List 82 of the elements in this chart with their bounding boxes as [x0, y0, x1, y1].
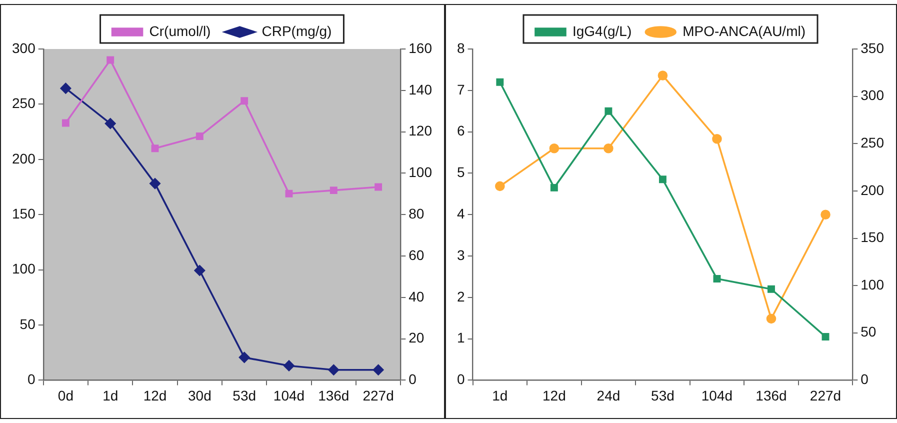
y-tick-label: 0 [28, 371, 36, 388]
y2-tick-label: 40 [408, 288, 424, 304]
y2-tick-label: 20 [408, 330, 424, 346]
x-tick-label: 12d [143, 387, 167, 404]
y2-tick-label: 0 [408, 371, 417, 388]
point [194, 265, 206, 276]
point [658, 176, 666, 184]
point [240, 97, 248, 105]
x-tick-label: 104d [273, 387, 305, 404]
point [196, 132, 204, 140]
x-tick-label: 1d [102, 387, 118, 404]
y-tick-label: 200 [12, 150, 36, 166]
x-tick-label: 227d [362, 387, 394, 404]
x-tick-label: 53d [232, 387, 256, 404]
y-tick-label: 100 [12, 260, 36, 277]
x-tick-label: 136d [756, 387, 787, 404]
y2-tick-label: 160 [408, 40, 432, 56]
point [496, 78, 504, 86]
point [285, 190, 293, 198]
point [712, 134, 722, 144]
y2-tick-label: 100 [860, 276, 884, 292]
y-tick-label: 50 [20, 316, 36, 332]
y2-tick-label: 250 [860, 134, 884, 150]
x-tick-label: 136d [318, 387, 350, 404]
point [604, 107, 612, 115]
x-tick-label: 12d [542, 387, 566, 404]
y2-tick-label: 60 [408, 246, 424, 263]
y2-tick-label: 350 [860, 40, 884, 56]
point [820, 210, 830, 220]
x-tick-label: 53d [651, 387, 674, 404]
point [328, 364, 340, 376]
point [766, 314, 776, 324]
point [330, 186, 338, 194]
point [284, 360, 294, 372]
x-tick-label: 30d [188, 387, 212, 404]
x-tick-label: 227d [810, 387, 842, 404]
y2-tick-label: 50 [860, 324, 876, 340]
point [151, 144, 159, 152]
point [150, 178, 160, 189]
y2-tick-label: 100 [408, 164, 432, 180]
legend-label: MPO-ANCA(AU/ml) [682, 22, 806, 39]
point [62, 119, 70, 127]
legend-label: CRP(mg/g) [262, 22, 332, 39]
point [550, 184, 558, 192]
point [658, 70, 668, 80]
point [768, 285, 775, 293]
y-tick-label: 250 [12, 95, 36, 112]
point [822, 333, 830, 340]
y2-tick-label: 200 [860, 182, 884, 198]
point [106, 56, 114, 64]
y-tick-label: 3 [456, 246, 465, 263]
x-tick-label: 0d [58, 387, 74, 404]
y-tick-label: 5 [456, 164, 465, 180]
x-tick-label: 1d [492, 387, 508, 404]
point [549, 143, 560, 154]
point [713, 275, 721, 282]
y2-tick-label: 80 [408, 205, 424, 222]
y2-tick-label: 140 [408, 81, 432, 98]
y-tick-label: 4 [456, 205, 465, 222]
y-tick-label: 0 [456, 371, 465, 388]
legend-label: Cr(umol/l) [149, 22, 211, 39]
y-tick-label: 1 [456, 330, 465, 346]
legend-label: IgG4(g/L) [572, 22, 632, 39]
y-tick-label: 8 [456, 40, 465, 56]
point [372, 364, 384, 376]
y-tick-label: 300 [12, 40, 36, 56]
y2-tick-label: 120 [408, 122, 432, 139]
y-tick-label: 150 [12, 205, 36, 222]
point [374, 183, 382, 191]
point [238, 352, 250, 363]
point [60, 82, 72, 94]
x-tick-label: 104d [701, 387, 733, 404]
y-tick-label: 7 [456, 81, 465, 98]
point [104, 118, 116, 129]
y2-tick-label: 0 [860, 371, 869, 388]
y-tick-label: 2 [456, 288, 465, 304]
point [604, 143, 614, 154]
y2-tick-label: 150 [860, 229, 884, 246]
y-tick-label: 6 [456, 122, 465, 139]
x-tick-label: 24d [596, 387, 620, 404]
y2-tick-label: 300 [860, 87, 884, 104]
point [495, 181, 505, 192]
